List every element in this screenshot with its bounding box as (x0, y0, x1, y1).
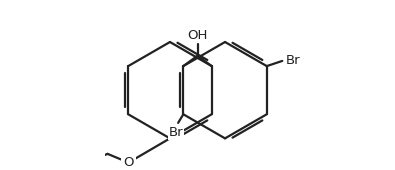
Text: Br: Br (169, 126, 184, 139)
Text: Br: Br (286, 54, 300, 67)
Text: O: O (123, 156, 134, 169)
Text: OH: OH (187, 29, 208, 42)
